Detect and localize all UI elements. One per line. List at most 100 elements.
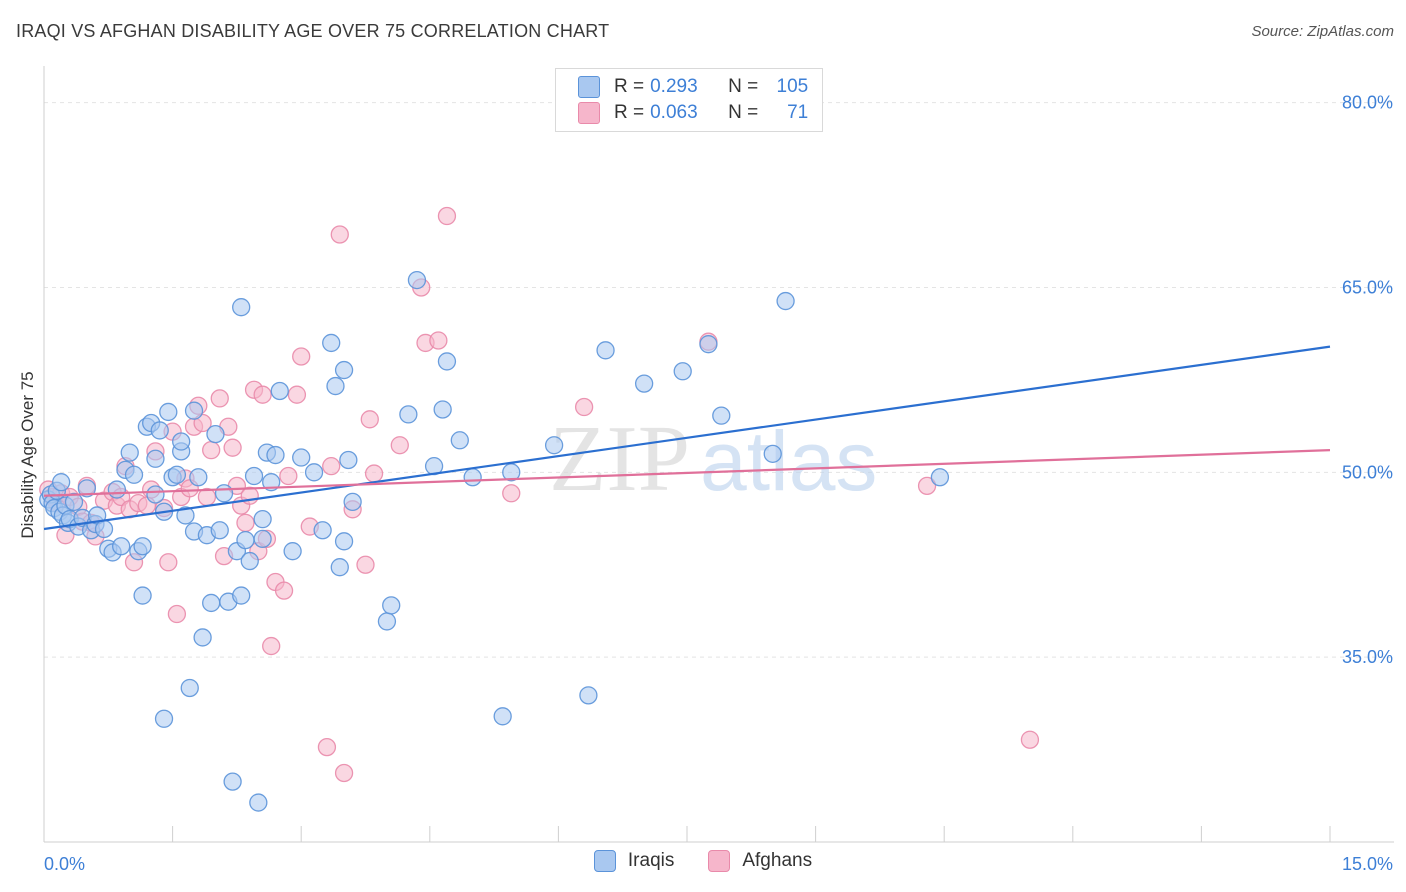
legend-r-value: 0.293 (650, 76, 698, 97)
afghans-point (1020, 730, 1040, 749)
watermark-atlas: atlas (700, 414, 877, 508)
iraqis-point (930, 468, 950, 487)
iraqis-point (776, 291, 795, 311)
afghans-point (360, 410, 379, 429)
legend-row-afghans: R = 0.063 N = 71 (578, 100, 808, 126)
iraqis-point (437, 352, 457, 371)
iraqis-point (94, 519, 114, 539)
iraqis-point (382, 596, 401, 615)
legend-n-value: 105 (776, 76, 809, 97)
iraqis-point (313, 521, 332, 540)
iraqis-point (206, 424, 225, 444)
iraqis-point (202, 593, 221, 613)
afghans-point (330, 225, 349, 244)
afghans-point (262, 636, 281, 656)
series-swatch-afghans (708, 850, 731, 872)
legend-r-label: R = (614, 76, 645, 97)
afghans-point (390, 436, 409, 455)
iraqis-point (283, 542, 302, 561)
afghans-point (287, 385, 307, 404)
axes (43, 66, 1394, 843)
iraqis-point (433, 400, 452, 419)
iraqis-point (377, 612, 397, 631)
iraqis-point (343, 492, 362, 512)
series-legend-iraqis[interactable]: Iraqis (593, 850, 674, 872)
iraqis-point (304, 463, 324, 482)
afghans-point (429, 331, 448, 350)
iraqis-point (146, 485, 165, 504)
iraqis-point (763, 444, 782, 463)
iraqis-point (189, 468, 208, 487)
iraqis-point (64, 492, 84, 512)
afghans-point (210, 389, 229, 408)
y-tick-label: 50.0% (1342, 462, 1393, 482)
afghans-point (322, 457, 341, 476)
iraqis-point (330, 558, 349, 577)
legend-swatch-iraqis (578, 76, 600, 98)
iraqis-point (159, 402, 178, 422)
iraqis-point (579, 686, 598, 705)
afghans-point (364, 464, 384, 483)
watermark: ZIP atlas (549, 407, 877, 511)
correlation-legend: R = 0.293 N = 105 R = 0.063 N = 71 (555, 68, 823, 132)
grid-lines (44, 102, 1394, 658)
legend-r-label: R = (614, 102, 645, 123)
series-label-afghans: Afghans (742, 850, 813, 871)
iraqis-point (334, 532, 354, 551)
iraqis-point (124, 465, 144, 484)
iraqis-point (266, 445, 285, 465)
iraqis-point (77, 479, 97, 498)
afghans-point (159, 553, 178, 572)
legend-n-label: N = (728, 76, 759, 97)
iraqis-point (253, 509, 272, 529)
y-axis-label: Disability Age Over 75 (18, 371, 37, 539)
iraqis-point (107, 480, 127, 499)
afghans-point (917, 476, 937, 496)
trend-lines (43, 345, 1331, 531)
legend-row-iraqis: R = 0.293 N = 105 (578, 74, 808, 100)
x-tick-label: 15.0% (1342, 854, 1393, 874)
iraqis-point (133, 537, 152, 556)
iraqis-point (407, 270, 427, 290)
iraqis-point (236, 530, 255, 550)
iraqis-point (270, 381, 289, 401)
iraqis-point (176, 506, 195, 525)
iraqis-point (292, 448, 311, 467)
series-legend-afghans[interactable]: Afghans (708, 850, 812, 872)
iraqis-point (184, 401, 204, 420)
afghans-point (279, 466, 298, 486)
afghans-point (274, 581, 294, 600)
watermark-zip: ZIP (549, 407, 690, 511)
afghans-point (334, 763, 354, 783)
iraqis-point (339, 450, 358, 470)
afghans-point (317, 737, 337, 757)
x-tick-label: 0.0% (44, 854, 85, 874)
iraqis-point (450, 431, 469, 450)
iraqis-point (240, 551, 259, 571)
iraqis-point (150, 421, 169, 440)
y-tick-label: 65.0% (1342, 277, 1393, 297)
iraqis-point (172, 432, 191, 451)
iraqis-point (51, 473, 71, 492)
iraqis-point (673, 362, 692, 381)
iraqi-points (39, 270, 950, 812)
chart-title: IRAQI VS AFGHAN DISABILITY AGE OVER 75 C… (16, 21, 610, 41)
iraqis-point (334, 360, 354, 380)
chart-source: Source: ZipAtlas.com (1251, 23, 1394, 40)
iraqis-point (399, 405, 418, 424)
afghans-point (437, 206, 457, 226)
afghans-point (167, 604, 187, 624)
iraqis-point (120, 443, 139, 462)
iraqis-point (180, 678, 199, 698)
iraqi-trend-line (43, 345, 1331, 531)
iraqis-point (249, 793, 268, 812)
legend-n-value: 71 (787, 102, 809, 123)
afghans-point (292, 347, 311, 366)
iraqis-point (154, 709, 174, 728)
iraqis-point (322, 333, 341, 353)
y-tick-label: 80.0% (1342, 93, 1393, 113)
iraqis-point (133, 586, 152, 605)
iraqis-point (232, 586, 251, 605)
iraqis-point (544, 436, 564, 455)
